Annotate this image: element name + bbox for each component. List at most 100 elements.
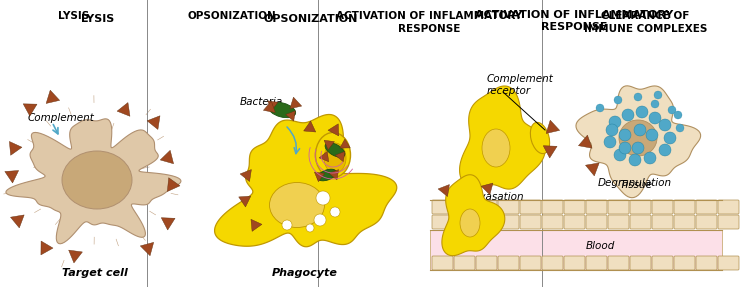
Circle shape: [330, 207, 340, 217]
Circle shape: [659, 144, 671, 156]
Ellipse shape: [530, 122, 550, 154]
Text: Extravasation: Extravasation: [453, 192, 524, 202]
FancyBboxPatch shape: [696, 256, 717, 270]
FancyBboxPatch shape: [542, 215, 563, 229]
FancyBboxPatch shape: [564, 256, 585, 270]
Polygon shape: [340, 139, 350, 148]
Polygon shape: [438, 185, 450, 197]
Polygon shape: [329, 170, 339, 180]
Text: Target cell: Target cell: [62, 268, 128, 278]
FancyBboxPatch shape: [542, 200, 563, 214]
Circle shape: [634, 93, 642, 101]
FancyBboxPatch shape: [652, 200, 673, 214]
Circle shape: [306, 224, 314, 232]
Text: ACTIVATION OF INFLAMMATORY
RESPONSE: ACTIVATION OF INFLAMMATORY RESPONSE: [337, 11, 522, 34]
Polygon shape: [481, 183, 493, 195]
FancyBboxPatch shape: [696, 215, 717, 229]
FancyBboxPatch shape: [520, 200, 541, 214]
Ellipse shape: [269, 183, 325, 228]
FancyBboxPatch shape: [564, 215, 585, 229]
FancyBboxPatch shape: [432, 256, 453, 270]
Circle shape: [632, 142, 644, 154]
FancyBboxPatch shape: [520, 256, 541, 270]
Polygon shape: [240, 170, 251, 181]
Polygon shape: [10, 215, 24, 228]
Polygon shape: [546, 120, 560, 133]
FancyBboxPatch shape: [432, 200, 453, 214]
Ellipse shape: [482, 129, 510, 167]
FancyBboxPatch shape: [542, 256, 563, 270]
Text: LYSIS: LYSIS: [82, 14, 114, 24]
Polygon shape: [251, 219, 262, 231]
Circle shape: [619, 142, 631, 154]
FancyBboxPatch shape: [630, 215, 651, 229]
Circle shape: [654, 91, 662, 99]
Text: LYSIS: LYSIS: [58, 11, 89, 22]
Polygon shape: [304, 121, 316, 132]
Circle shape: [644, 152, 656, 164]
FancyBboxPatch shape: [652, 256, 673, 270]
FancyBboxPatch shape: [586, 256, 607, 270]
Circle shape: [636, 106, 648, 118]
Circle shape: [622, 109, 634, 121]
FancyBboxPatch shape: [718, 256, 739, 270]
Polygon shape: [335, 152, 345, 162]
Circle shape: [634, 124, 646, 136]
Circle shape: [604, 136, 616, 148]
Polygon shape: [117, 102, 130, 116]
Polygon shape: [141, 242, 153, 256]
FancyBboxPatch shape: [476, 215, 497, 229]
Polygon shape: [268, 101, 278, 110]
Polygon shape: [324, 140, 334, 150]
FancyBboxPatch shape: [674, 256, 695, 270]
FancyBboxPatch shape: [564, 200, 585, 214]
FancyBboxPatch shape: [432, 215, 453, 229]
FancyBboxPatch shape: [630, 256, 651, 270]
Ellipse shape: [619, 120, 657, 156]
FancyBboxPatch shape: [454, 256, 475, 270]
Text: OPSONIZATION: OPSONIZATION: [188, 11, 276, 22]
Ellipse shape: [324, 143, 346, 173]
Polygon shape: [314, 172, 325, 182]
Circle shape: [676, 124, 684, 132]
Polygon shape: [459, 86, 545, 189]
Circle shape: [674, 111, 682, 119]
Circle shape: [282, 220, 292, 230]
Ellipse shape: [316, 133, 351, 177]
Text: Complement
receptor: Complement receptor: [487, 74, 554, 96]
Polygon shape: [168, 178, 180, 191]
Polygon shape: [215, 115, 396, 247]
FancyBboxPatch shape: [718, 200, 739, 214]
Ellipse shape: [325, 143, 345, 157]
Polygon shape: [6, 119, 181, 244]
Text: Complement: Complement: [28, 113, 95, 123]
Circle shape: [609, 116, 621, 128]
Circle shape: [614, 149, 626, 161]
Circle shape: [664, 132, 676, 144]
Polygon shape: [319, 152, 328, 162]
Text: Tissue: Tissue: [620, 180, 653, 190]
FancyBboxPatch shape: [498, 215, 519, 229]
FancyBboxPatch shape: [454, 200, 475, 214]
FancyBboxPatch shape: [476, 256, 497, 270]
Polygon shape: [162, 218, 175, 230]
Polygon shape: [41, 241, 53, 255]
FancyBboxPatch shape: [586, 200, 607, 214]
FancyBboxPatch shape: [630, 200, 651, 214]
Circle shape: [606, 124, 618, 136]
Ellipse shape: [460, 209, 480, 237]
Ellipse shape: [269, 102, 295, 118]
FancyBboxPatch shape: [520, 215, 541, 229]
Circle shape: [619, 129, 631, 141]
FancyBboxPatch shape: [586, 215, 607, 229]
Bar: [430, 230, 722, 270]
Polygon shape: [576, 86, 701, 198]
Text: Phagocyte: Phagocyte: [272, 268, 338, 278]
Polygon shape: [147, 116, 160, 129]
Polygon shape: [4, 170, 19, 183]
FancyBboxPatch shape: [696, 200, 717, 214]
Circle shape: [649, 112, 661, 124]
Polygon shape: [263, 101, 275, 113]
Ellipse shape: [317, 169, 337, 181]
Polygon shape: [46, 90, 60, 103]
